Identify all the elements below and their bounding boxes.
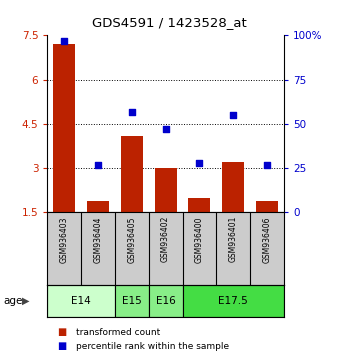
Text: GSM936404: GSM936404 [94, 216, 102, 263]
Bar [115, 285, 149, 317]
Text: E16: E16 [156, 296, 175, 306]
Text: age: age [3, 296, 23, 306]
Text: ▶: ▶ [22, 296, 29, 306]
Text: transformed count: transformed count [76, 327, 160, 337]
Bar [149, 285, 183, 317]
Text: percentile rank within the sample: percentile rank within the sample [76, 342, 229, 351]
Bar [183, 285, 284, 317]
Bar [47, 285, 115, 317]
Point [231, 112, 236, 118]
Bar [87, 201, 109, 212]
Bar [256, 201, 278, 212]
Point [95, 162, 101, 167]
Point [163, 126, 168, 132]
Text: GSM936400: GSM936400 [195, 216, 204, 263]
Point [129, 109, 135, 114]
Text: GSM936406: GSM936406 [263, 216, 271, 263]
Text: E17.5: E17.5 [218, 296, 248, 306]
Text: GSM936403: GSM936403 [60, 216, 69, 263]
Text: E14: E14 [71, 296, 91, 306]
Text: GSM936401: GSM936401 [229, 216, 238, 262]
Text: ■: ■ [57, 327, 67, 337]
Bar [121, 136, 143, 212]
Point [62, 38, 67, 44]
Text: GSM936402: GSM936402 [161, 216, 170, 262]
Text: E15: E15 [122, 296, 142, 306]
Text: ■: ■ [57, 341, 67, 351]
Text: GDS4591 / 1423528_at: GDS4591 / 1423528_at [92, 16, 246, 29]
Bar [189, 198, 210, 212]
Point [197, 160, 202, 166]
Point [264, 162, 270, 167]
Bar [53, 44, 75, 212]
Bar [155, 168, 177, 212]
Text: GSM936405: GSM936405 [127, 216, 136, 263]
Bar [222, 162, 244, 212]
